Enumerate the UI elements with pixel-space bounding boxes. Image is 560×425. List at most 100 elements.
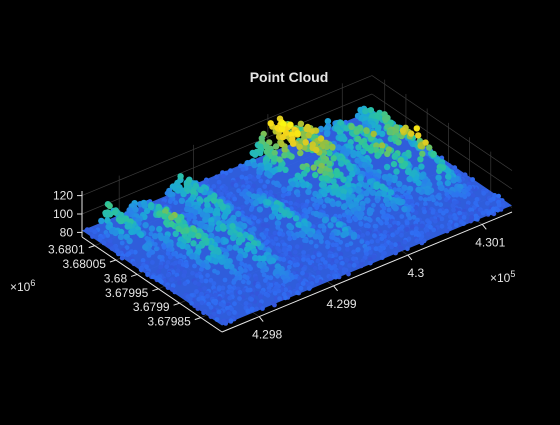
cloud-point xyxy=(446,222,452,227)
cloud-point xyxy=(343,150,350,157)
cloud-point xyxy=(241,279,246,285)
cloud-point xyxy=(224,306,230,311)
cloud-point xyxy=(321,228,327,233)
cloud-point xyxy=(370,130,377,138)
cloud-point xyxy=(264,223,270,229)
cloud-point xyxy=(297,120,305,128)
cloud-point xyxy=(363,190,370,197)
cloud-point xyxy=(324,118,332,125)
cloud-point xyxy=(265,179,271,185)
cloud-point xyxy=(144,264,149,270)
cloud-point xyxy=(321,217,329,224)
x-axis-line xyxy=(221,211,513,333)
cloud-point xyxy=(437,195,442,201)
cloud-point xyxy=(208,244,215,251)
cloud-point xyxy=(445,173,452,180)
cloud-point xyxy=(474,197,480,202)
cloud-point xyxy=(386,207,392,213)
cloud-point xyxy=(318,279,323,285)
cloud-point xyxy=(381,205,387,211)
cloud-point xyxy=(90,234,95,239)
cloud-point xyxy=(228,318,234,324)
cloud-point xyxy=(348,241,354,247)
cloud-point xyxy=(189,300,195,306)
cloud-point xyxy=(212,258,219,265)
cloud-point xyxy=(218,258,226,265)
cloud-point xyxy=(439,216,445,222)
cloud-point xyxy=(214,211,221,218)
cloud-point xyxy=(419,150,426,157)
cloud-point xyxy=(408,130,415,137)
cloud-point xyxy=(298,285,304,291)
cloud-point xyxy=(315,258,321,264)
cloud-point xyxy=(252,199,259,207)
cloud-point xyxy=(389,227,395,232)
cloud-point xyxy=(252,176,257,182)
cloud-point xyxy=(371,254,377,260)
cloud-point xyxy=(230,234,237,242)
cloud-point xyxy=(281,188,287,194)
cloud-point xyxy=(351,256,356,262)
cloud-point xyxy=(119,255,125,261)
cloud-point xyxy=(220,170,225,176)
cloud-point xyxy=(466,191,471,197)
cloud-point xyxy=(290,140,297,147)
cloud-point xyxy=(409,224,415,230)
cloud-point xyxy=(415,132,422,139)
cloud-point xyxy=(208,278,214,283)
cloud-point xyxy=(304,272,309,278)
cloud-point xyxy=(276,165,283,173)
cloud-point xyxy=(390,160,398,168)
cloud-point xyxy=(390,232,395,238)
cloud-point xyxy=(282,242,287,248)
cloud-point xyxy=(249,297,255,302)
cloud-point xyxy=(415,179,422,187)
cloud-point xyxy=(248,266,254,271)
cloud-point xyxy=(316,193,323,200)
cloud-point xyxy=(216,287,222,292)
cloud-point xyxy=(323,260,328,265)
cloud-point xyxy=(367,147,375,154)
cloud-point xyxy=(126,237,133,245)
cloud-point xyxy=(384,216,390,222)
cloud-point xyxy=(488,197,494,203)
cloud-point xyxy=(398,245,404,251)
cloud-point xyxy=(258,294,263,300)
cloud-point xyxy=(369,239,375,245)
y-tick-label: 3.6799 xyxy=(133,300,170,314)
cloud-point xyxy=(323,175,330,182)
cloud-point xyxy=(287,224,295,231)
cloud-point xyxy=(397,157,404,164)
cloud-point xyxy=(292,249,298,255)
cloud-point xyxy=(288,200,294,206)
cloud-point xyxy=(278,140,285,148)
cloud-point xyxy=(156,225,163,233)
cloud-point xyxy=(393,242,398,248)
cloud-point xyxy=(357,175,364,183)
x-tick-label: 4.299 xyxy=(327,297,357,311)
cloud-point xyxy=(153,246,159,252)
cloud-point xyxy=(172,289,178,295)
cloud-point xyxy=(222,238,229,245)
cloud-point xyxy=(344,242,350,248)
cloud-point xyxy=(131,261,137,267)
cloud-point xyxy=(102,211,110,218)
cloud-point xyxy=(263,217,269,223)
cloud-point xyxy=(244,179,250,185)
cloud-point xyxy=(277,296,282,301)
cloud-point xyxy=(168,220,175,228)
cloud-point xyxy=(439,223,445,229)
cloud-point xyxy=(406,175,413,183)
cloud-point xyxy=(495,207,501,213)
cloud-point xyxy=(132,249,138,255)
y-tick-label: 3.6801 xyxy=(48,243,85,257)
cloud-point xyxy=(150,274,156,280)
cloud-point xyxy=(176,276,181,281)
cloud-point xyxy=(338,265,344,270)
cloud-point xyxy=(232,196,238,202)
cloud-point xyxy=(211,311,217,317)
cloud-point xyxy=(418,196,424,201)
cloud-point xyxy=(194,289,199,294)
cloud-point xyxy=(337,135,345,142)
